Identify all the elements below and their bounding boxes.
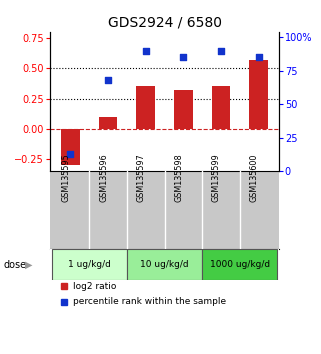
Text: 1000 ug/kg/d: 1000 ug/kg/d bbox=[210, 260, 270, 269]
Point bbox=[256, 55, 261, 60]
Bar bbox=[212, 86, 230, 129]
Point bbox=[143, 48, 148, 53]
Text: ▶: ▶ bbox=[25, 260, 32, 270]
Title: GDS2924 / 6580: GDS2924 / 6580 bbox=[108, 15, 221, 29]
Bar bbox=[99, 117, 117, 129]
Text: log2 ratio: log2 ratio bbox=[73, 282, 116, 291]
Text: GSM135596: GSM135596 bbox=[99, 153, 108, 202]
Text: GSM135595: GSM135595 bbox=[61, 153, 70, 202]
Bar bbox=[61, 129, 80, 165]
Point bbox=[106, 77, 111, 83]
Point bbox=[68, 151, 73, 157]
Bar bbox=[174, 90, 193, 129]
Text: GSM135597: GSM135597 bbox=[137, 153, 146, 202]
Bar bbox=[202, 250, 277, 280]
Bar bbox=[127, 250, 202, 280]
Point bbox=[218, 48, 223, 53]
Point bbox=[181, 55, 186, 60]
Text: GSM135598: GSM135598 bbox=[174, 153, 183, 202]
Text: GSM135600: GSM135600 bbox=[249, 153, 259, 202]
Text: GSM135599: GSM135599 bbox=[212, 153, 221, 202]
Text: 10 ug/kg/d: 10 ug/kg/d bbox=[140, 260, 189, 269]
Text: percentile rank within the sample: percentile rank within the sample bbox=[73, 297, 226, 306]
Bar bbox=[136, 86, 155, 129]
Bar bbox=[249, 60, 268, 129]
Text: dose: dose bbox=[3, 260, 26, 270]
Bar bbox=[52, 250, 127, 280]
Text: 1 ug/kg/d: 1 ug/kg/d bbox=[68, 260, 111, 269]
